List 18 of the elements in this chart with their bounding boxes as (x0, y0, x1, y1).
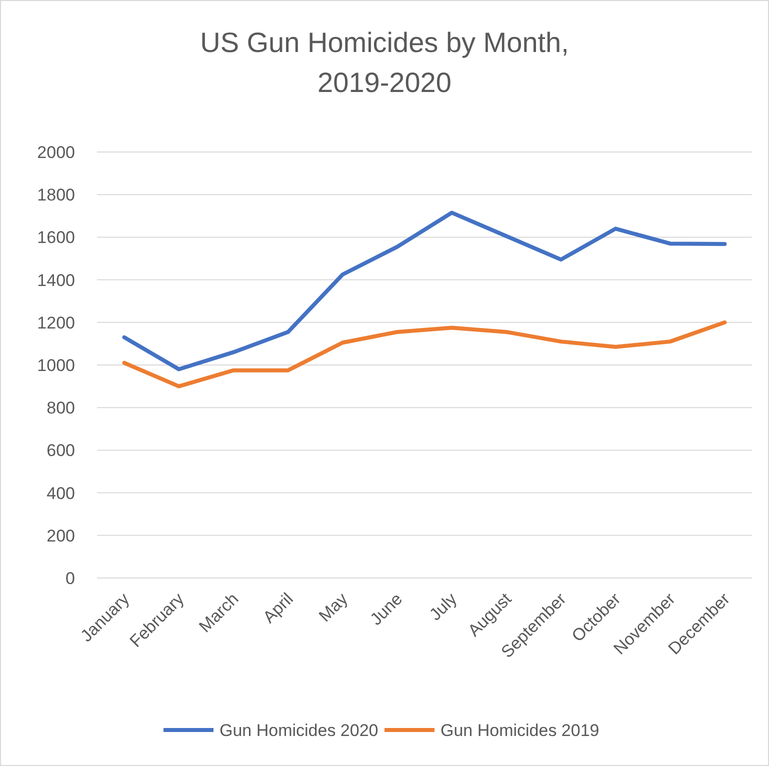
y-tick-label: 0 (66, 568, 75, 588)
legend-label: Gun Homicides 2020 (220, 720, 378, 740)
legend-label: Gun Homicides 2019 (440, 720, 600, 740)
y-tick-label: 1200 (37, 313, 75, 332)
line-series (122, 210, 727, 372)
y-tick-label: 1800 (37, 186, 75, 205)
y-tick-label: 600 (46, 441, 75, 460)
chart-title: US Gun Homicides by Month, 2019-2020 (200, 27, 569, 98)
y-tick-label: 400 (46, 484, 75, 503)
x-tick-label: May (315, 589, 352, 626)
y-tick-label: 800 (46, 398, 75, 418)
y-tick-label: 2000 (37, 142, 75, 162)
line-series (122, 320, 727, 388)
x-tick-label: July (426, 589, 461, 624)
y-tick-label: 200 (46, 526, 75, 546)
y-tick-label: 1600 (37, 228, 75, 248)
y-tick-label: 1000 (37, 356, 75, 375)
y-tick-label: 1400 (37, 270, 75, 290)
